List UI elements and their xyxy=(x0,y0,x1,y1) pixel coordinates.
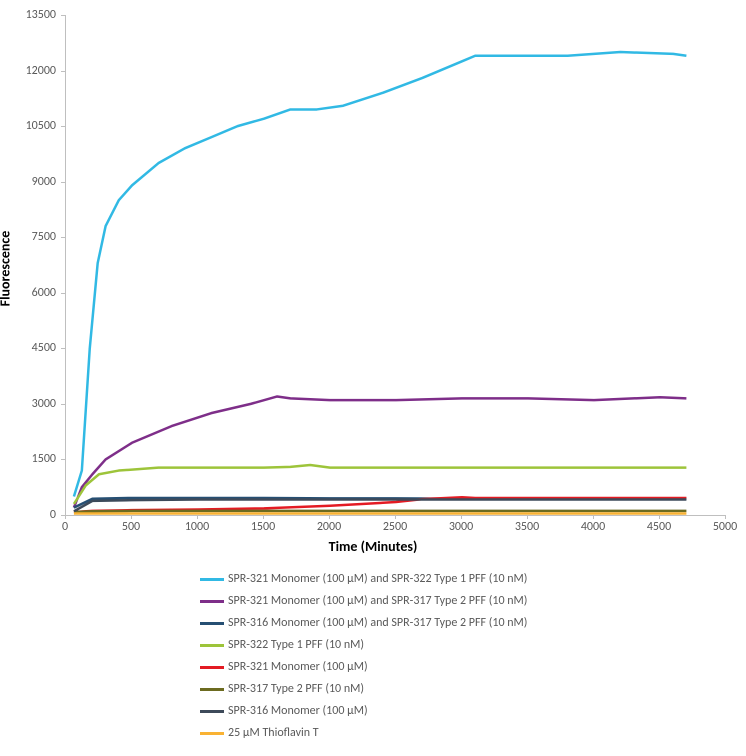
series-line xyxy=(74,511,686,512)
y-tick-mark xyxy=(61,182,65,183)
x-tick-mark xyxy=(659,515,660,519)
y-tick-label: 9000 xyxy=(16,175,56,189)
x-tick-mark xyxy=(329,515,330,519)
x-tick-label: 0 xyxy=(62,520,68,534)
legend-swatch xyxy=(200,688,224,691)
x-tick-label: 2500 xyxy=(383,520,407,534)
legend-label: 25 µM Thioflavin T xyxy=(228,726,319,740)
legend-item: SPR-322 Type 1 PFF (10 nM) xyxy=(200,634,527,656)
y-tick-mark xyxy=(61,404,65,405)
y-axis-label: Fluorescence xyxy=(0,231,14,307)
legend-swatch xyxy=(200,622,224,625)
x-tick-mark xyxy=(725,515,726,519)
fluorescence-chart: Fluorescence Time (Minutes) SPR-321 Mono… xyxy=(10,10,736,746)
y-tick-mark xyxy=(61,293,65,294)
x-tick-label: 5000 xyxy=(713,520,737,534)
legend-swatch xyxy=(200,644,224,647)
legend-swatch xyxy=(200,578,224,581)
legend-item: SPR-317 Type 2 PFF (10 nM) xyxy=(200,678,527,700)
legend-swatch xyxy=(200,666,224,669)
legend-item: SPR-321 Monomer (100 µM) xyxy=(200,656,527,678)
legend-swatch xyxy=(200,732,224,735)
chart-lines xyxy=(66,15,726,515)
chart-legend: SPR-321 Monomer (100 µM) and SPR-322 Typ… xyxy=(200,568,527,744)
y-tick-label: 13500 xyxy=(16,8,56,22)
legend-item: 25 µM Thioflavin T xyxy=(200,722,527,744)
x-tick-mark xyxy=(65,515,66,519)
legend-label: SPR-317 Type 2 PFF (10 nM) xyxy=(228,682,364,696)
x-tick-mark xyxy=(461,515,462,519)
x-tick-label: 4000 xyxy=(581,520,605,534)
legend-item: SPR-316 Monomer (100 µM) xyxy=(200,700,527,722)
x-tick-label: 3500 xyxy=(515,520,539,534)
legend-label: SPR-316 Monomer (100 µM) xyxy=(228,704,368,718)
legend-label: SPR-321 Monomer (100 µM) and SPR-322 Typ… xyxy=(228,572,527,586)
x-tick-mark xyxy=(197,515,198,519)
y-tick-label: 1500 xyxy=(16,452,56,466)
y-tick-label: 6000 xyxy=(16,286,56,300)
x-tick-label: 2000 xyxy=(317,520,341,534)
x-tick-label: 3000 xyxy=(449,520,473,534)
legend-item: SPR-316 Monomer (100 µM) and SPR-317 Typ… xyxy=(200,612,527,634)
y-tick-mark xyxy=(61,126,65,127)
x-tick-label: 4500 xyxy=(647,520,671,534)
y-tick-mark xyxy=(61,237,65,238)
y-tick-mark xyxy=(61,71,65,72)
plot-area xyxy=(65,15,726,516)
legend-item: SPR-321 Monomer (100 µM) and SPR-317 Typ… xyxy=(200,590,527,612)
y-tick-label: 4500 xyxy=(16,341,56,355)
y-tick-label: 12000 xyxy=(16,64,56,78)
y-tick-label: 10500 xyxy=(16,119,56,133)
y-tick-mark xyxy=(61,348,65,349)
x-axis-label: Time (Minutes) xyxy=(10,538,736,555)
legend-item: SPR-321 Monomer (100 µM) and SPR-322 Typ… xyxy=(200,568,527,590)
y-tick-mark xyxy=(61,15,65,16)
x-tick-mark xyxy=(527,515,528,519)
y-tick-label: 3000 xyxy=(16,397,56,411)
y-tick-mark xyxy=(61,459,65,460)
x-tick-mark xyxy=(395,515,396,519)
legend-label: SPR-321 Monomer (100 µM) and SPR-317 Typ… xyxy=(228,594,527,608)
legend-label: SPR-321 Monomer (100 µM) xyxy=(228,660,368,674)
series-line xyxy=(74,396,686,507)
x-tick-mark xyxy=(593,515,594,519)
x-tick-label: 500 xyxy=(122,520,140,534)
x-tick-label: 1500 xyxy=(251,520,275,534)
x-tick-label: 1000 xyxy=(185,520,209,534)
legend-swatch xyxy=(200,600,224,603)
x-tick-mark xyxy=(131,515,132,519)
x-tick-mark xyxy=(263,515,264,519)
legend-label: SPR-316 Monomer (100 µM) and SPR-317 Typ… xyxy=(228,616,527,630)
legend-swatch xyxy=(200,710,224,713)
y-tick-label: 0 xyxy=(16,508,56,522)
legend-label: SPR-322 Type 1 PFF (10 nM) xyxy=(228,638,364,652)
y-tick-label: 7500 xyxy=(16,230,56,244)
